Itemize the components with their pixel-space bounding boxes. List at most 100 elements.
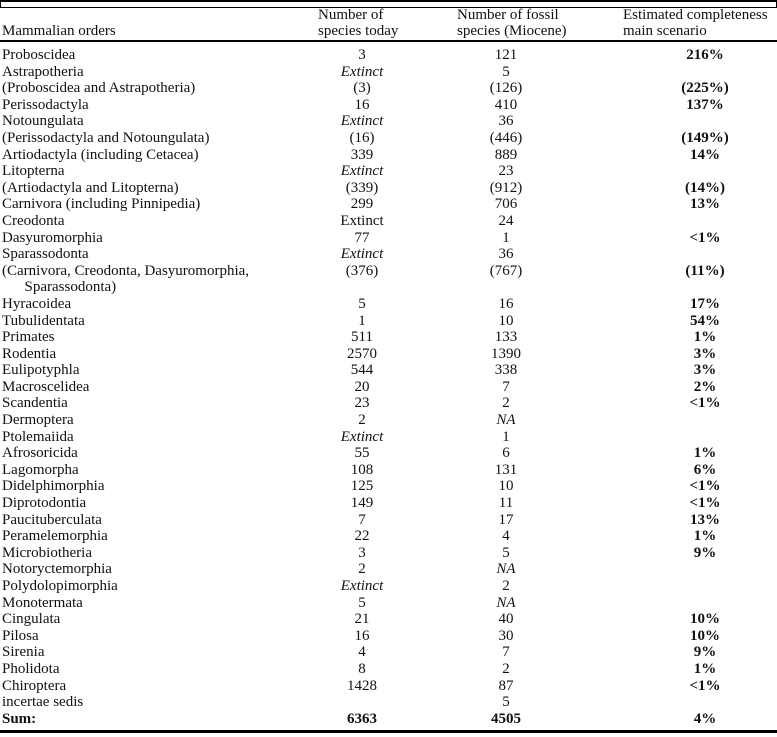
species-today-cell: 8 bbox=[358, 660, 366, 677]
table-row: Primates 511 133 1% bbox=[0, 329, 777, 346]
table-row: Sparassodonta Extinct 36 bbox=[0, 246, 777, 263]
completeness-cell: 9% bbox=[693, 544, 717, 561]
completeness-cell: 54% bbox=[690, 312, 720, 329]
table-row: Paucituberculata 7 17 13% bbox=[0, 512, 777, 529]
fossil-species-cell: 133 bbox=[494, 329, 518, 346]
completeness-cell: (225%) bbox=[681, 80, 729, 97]
fossil-species-cell: 4505 bbox=[491, 710, 521, 727]
table-header: Mammalian orders Number of species today… bbox=[0, 7, 777, 40]
top-rule-left-tick bbox=[0, 0, 1, 8]
fossil-species-cell: 1390 bbox=[491, 345, 521, 362]
fossil-species-cell: 2 bbox=[502, 578, 510, 594]
fossil-species-cell: 10 bbox=[498, 312, 514, 329]
order-cell: Diprotodontia bbox=[2, 495, 87, 512]
fossil-species-cell: 4 bbox=[502, 528, 510, 545]
order-cell: Creodonta bbox=[2, 212, 65, 229]
species-today-cell: Extinct bbox=[340, 113, 384, 130]
order-cell: Dasyuromorphia bbox=[2, 229, 103, 246]
table-row: Rodentia 2570 1390 3% bbox=[0, 346, 777, 363]
fossil-species-cell: 17 bbox=[498, 511, 514, 528]
species-today-cell: 149 bbox=[350, 495, 374, 512]
order-cell: Artiodactyla (including Cetacea) bbox=[2, 146, 199, 163]
fossil-species-cell: 10 bbox=[498, 478, 514, 495]
order-cell: Monotermata bbox=[2, 594, 83, 611]
completeness-cell: 10% bbox=[690, 611, 720, 628]
table-row: (Proboscidea and Astrapotheria) (3) (126… bbox=[0, 80, 777, 97]
fossil-species-cell: 706 bbox=[494, 196, 518, 213]
table-row: Pilosa 16 30 10% bbox=[0, 628, 777, 645]
top-rule-thin bbox=[0, 7, 777, 8]
species-today-cell: 6363 bbox=[347, 710, 377, 727]
table-row: incertae sedis 5 bbox=[0, 694, 777, 711]
table-row: Pholidota 8 2 1% bbox=[0, 661, 777, 678]
species-today-cell: 5 bbox=[358, 594, 366, 611]
order-cell: Peramelemorphia bbox=[2, 528, 108, 545]
table-row: Macroscelidea 20 7 2% bbox=[0, 379, 777, 396]
species-today-cell: 77 bbox=[354, 229, 370, 246]
table-row: Monotermata 5 NA bbox=[0, 595, 777, 612]
order-cell: (Artiodactyla and Litopterna) bbox=[2, 179, 179, 196]
table-row: Dasyuromorphia 77 1 <1% bbox=[0, 230, 777, 247]
table-row: Litopterna Extinct 23 bbox=[0, 163, 777, 180]
fossil-species-cell: 2 bbox=[502, 395, 510, 412]
order-cell: Chiroptera bbox=[2, 677, 67, 694]
fossil-species-cell: 11 bbox=[498, 495, 514, 512]
fossil-species-cell: 5 bbox=[502, 544, 510, 561]
species-today-cell: 125 bbox=[350, 478, 374, 495]
fossil-species-cell: 131 bbox=[494, 461, 518, 478]
completeness-cell: 6% bbox=[693, 461, 717, 478]
fossil-species-cell: 16 bbox=[498, 295, 514, 312]
fossil-species-cell: 36 bbox=[498, 246, 514, 263]
species-today-cell: Extinct bbox=[340, 578, 384, 594]
header-fossil-species: Number of fossil species (Miocene) bbox=[457, 7, 567, 39]
header-species-today-line1: Number of bbox=[318, 7, 384, 23]
header-species-today-line2: species today bbox=[318, 23, 399, 39]
header-rule bbox=[0, 40, 777, 42]
order-cell: Afrosoricida bbox=[2, 445, 78, 462]
order-cell: Notoryctemorphia bbox=[2, 561, 112, 578]
species-today-cell: 2570 bbox=[347, 345, 377, 362]
table-row: Dermoptera 2 NA bbox=[0, 412, 777, 429]
order-cell: Primates bbox=[2, 329, 55, 346]
species-today-cell: (376) bbox=[345, 262, 379, 279]
fossil-species-cell: 7 bbox=[502, 378, 510, 395]
completeness-cell: 17% bbox=[690, 295, 720, 312]
species-today-cell: 20 bbox=[354, 378, 370, 395]
order-cell: (Proboscidea and Astrapotheria) bbox=[2, 80, 196, 97]
species-today-cell: 511 bbox=[351, 329, 373, 346]
species-today-cell: Extinct bbox=[340, 163, 384, 180]
completeness-cell: 216% bbox=[686, 47, 724, 63]
species-today-cell: 23 bbox=[354, 395, 370, 412]
header-mammalian-orders: Mammalian orders bbox=[2, 23, 116, 39]
fossil-species-cell: 7 bbox=[502, 644, 510, 661]
fossil-species-cell: 30 bbox=[498, 627, 514, 644]
table-row: Cingulata 21 40 10% bbox=[0, 611, 777, 628]
fossil-species-cell: 40 bbox=[498, 611, 514, 628]
fossil-species-cell: (767) bbox=[489, 262, 523, 279]
table-row: Didelphimorphia 125 10 <1% bbox=[0, 478, 777, 495]
order-cell: Astrapotheria bbox=[2, 63, 84, 80]
header-estimated-completeness: Estimated completeness main scenario bbox=[623, 7, 768, 39]
completeness-cell: 4% bbox=[693, 710, 717, 727]
fossil-species-cell: NA bbox=[496, 412, 516, 429]
top-rule-thick bbox=[0, 0, 777, 2]
order-cell: Lagomorpha bbox=[2, 461, 79, 478]
fossil-species-cell: 889 bbox=[494, 146, 518, 163]
table-row: Astrapotheria Extinct 5 bbox=[0, 64, 777, 81]
completeness-cell: 1% bbox=[693, 445, 717, 462]
table-row: Proboscidea 3 121 216% bbox=[0, 47, 777, 64]
order-cell: Didelphimorphia bbox=[2, 478, 105, 495]
table-row: (Perissodactyla and Notoungulata) (16) (… bbox=[0, 130, 777, 147]
order-cell: Eulipotyphla bbox=[2, 362, 80, 379]
fossil-species-cell: 24 bbox=[498, 212, 514, 229]
table-row: Diprotodontia 149 11 <1% bbox=[0, 495, 777, 512]
table-row: Peramelemorphia 22 4 1% bbox=[0, 528, 777, 545]
completeness-cell: <1% bbox=[689, 229, 721, 246]
species-today-cell: 1 bbox=[358, 312, 366, 329]
order-cell: incertae sedis bbox=[2, 694, 84, 711]
species-today-cell: (3) bbox=[353, 80, 371, 97]
species-today-cell: 16 bbox=[354, 96, 370, 113]
table-row: Creodonta Extinct 24 bbox=[0, 213, 777, 230]
species-today-cell: 7 bbox=[358, 511, 366, 528]
order-cell: Pilosa bbox=[2, 627, 39, 644]
